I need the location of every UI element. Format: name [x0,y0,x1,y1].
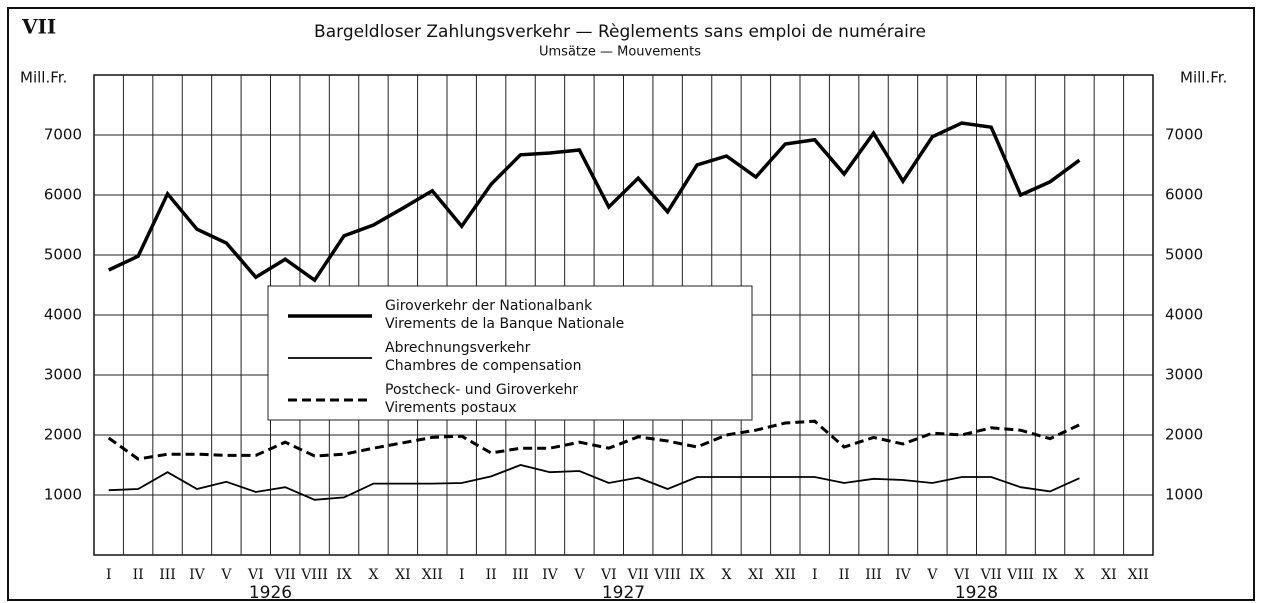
legend-label-fr: Virements postaux [385,400,517,416]
frame [7,7,1255,601]
chart-title: Bargeldloser Zahlungsverkehr — Règlement… [314,22,926,42]
chart-subtitle: Umsätze — Mouvements [539,45,701,60]
x-tick-label: I [812,567,818,583]
x-tick-label: VI [247,567,264,583]
legend-label-fr: Virements de la Banque Nationale [385,316,624,332]
y-tick-label: 3000 [44,366,82,384]
x-tick-label: VIII [300,567,328,583]
x-tick-label: VII [627,567,649,583]
x-tick-label: IV [542,567,559,583]
legend-label-fr: Chambres de compensation [385,358,581,374]
x-tick-label: IV [895,567,912,583]
legend-box [267,285,753,421]
x-tick-label: X [721,567,731,583]
x-tick-label: X [1074,567,1084,583]
x-tick-label: I [106,567,112,583]
series-line [108,464,1080,501]
x-tick-label: IV [189,567,206,583]
x-tick-label: VI [600,567,617,583]
x-tick-label: V [220,567,232,583]
legend-label: Abrechnungsverkehr [385,340,531,356]
x-tick-label: IX [689,567,705,583]
y-tick-label-right: 1000 [1165,486,1203,504]
year-label: 1926 [249,583,292,603]
y-tick-label-right: 3000 [1165,366,1203,384]
year-label: 1928 [955,583,998,603]
x-tick-label: VII [980,567,1002,583]
x-tick-label: IX [1042,567,1058,583]
y-tick-label: 1000 [44,486,82,504]
year-label: 1927 [602,583,645,603]
y-tick-label-right: 7000 [1165,126,1203,144]
x-tick-label: VIII [653,567,681,583]
y-tick-label-right: 5000 [1165,246,1203,264]
y-tick-label: 2000 [44,426,82,444]
x-tick-label: II [486,567,497,583]
x-tick-label: II [839,567,850,583]
x-tick-label: III [512,567,529,583]
y-tick-label: 6000 [44,186,82,204]
x-tick-label: XII [775,567,796,583]
x-tick-label: IX [336,567,352,583]
x-tick-label: III [159,567,176,583]
y-tick-label-right: 4000 [1165,306,1203,324]
y-tick-label: 5000 [44,246,82,264]
legend-label: Giroverkehr der Nationalbank [385,298,593,314]
y-axis-label: Mill.Fr. [20,69,67,87]
x-tick-label: V [926,567,938,583]
x-tick-label: XI [1101,567,1117,583]
y-tick-label: 7000 [44,126,82,144]
x-tick-label: I [459,567,465,583]
y-tick-label-right: 2000 [1165,426,1203,444]
x-tick-label: XI [748,567,764,583]
y-axis-label-right: Mill.Fr. [1180,69,1227,87]
panel-label: VII [21,15,56,39]
x-tick-label: II [133,567,144,583]
x-tick-label: XII [422,567,443,583]
x-tick-label: VII [274,567,296,583]
x-tick-label: V [573,567,585,583]
x-tick-label: X [368,567,378,583]
series-line [107,121,1081,283]
x-tick-label: XI [395,567,411,583]
y-tick-label-right: 6000 [1165,186,1203,204]
x-tick-label: III [865,567,882,583]
y-tick-label: 4000 [44,306,82,324]
series-line [107,419,1081,461]
x-tick-label: VI [953,567,970,583]
x-tick-label: XII [1128,567,1149,583]
legend-label: Postcheck- und Giroverkehr [385,382,578,398]
x-tick-label: VIII [1006,567,1034,583]
